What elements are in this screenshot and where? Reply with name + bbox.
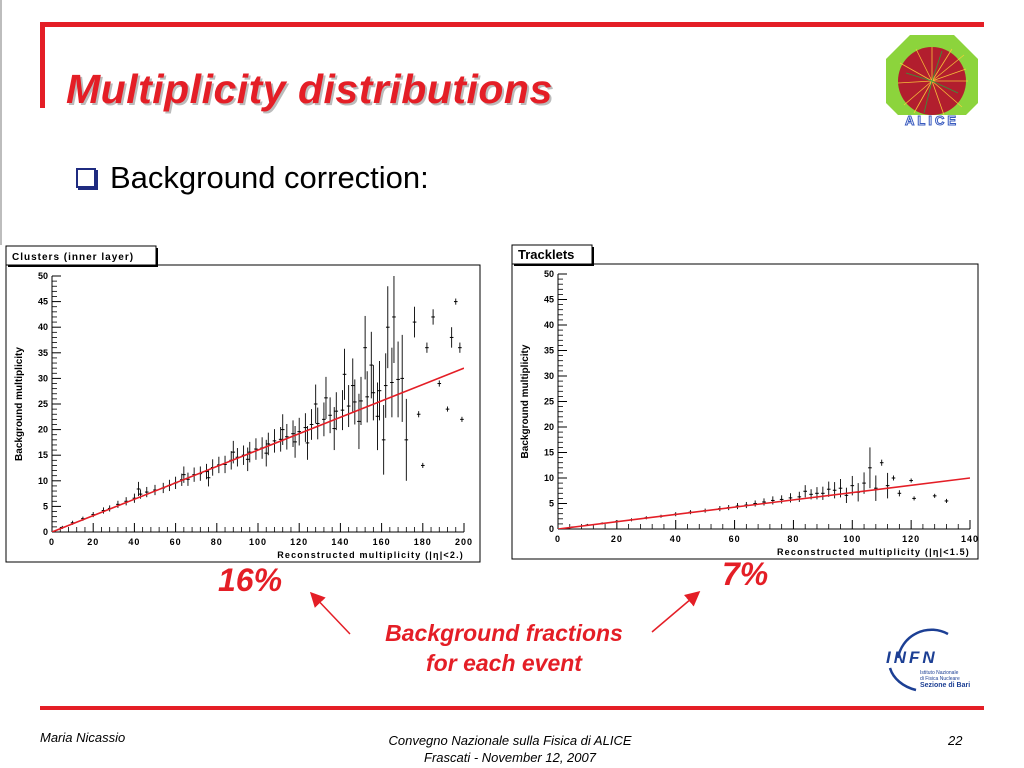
chart0-frame [5,264,481,563]
chart1-xtick-label: 100 [843,534,861,544]
chart0-xtick-label: 80 [211,537,223,547]
chart0-xtick-label: 200 [455,537,473,547]
chart0-xtick-label: 180 [414,537,432,547]
footer-line [40,706,984,710]
chart1-ylabel: Background multiplicity [520,344,531,458]
chart1-ytick-label: 45 [544,295,554,305]
infn-sub1: Istituto Nazionale [920,670,959,676]
chart0-ytick-label: 35 [38,348,48,358]
page-number: 22 [948,733,963,748]
chart0-ytick-label: 15 [38,450,48,460]
chart0-ytick-label: 25 [38,399,48,409]
clusters-chart-svg: Clusters (inner layer) 0 5 10 15 20 25 30 35 40 45… [5,245,481,563]
slide-left-edge [0,0,2,245]
chart1-ytick-label: 40 [544,320,554,330]
chart1-fit-line [558,477,970,529]
bullet-item: Background correction: [76,160,429,196]
chart0-title-box [5,245,157,266]
bullet-text: Background correction: [110,160,429,195]
alice-logo-graphic [886,35,978,129]
left-arrow [309,591,351,635]
chart1-xtick-label: 20 [611,534,623,544]
chart1-title-box [511,244,593,265]
alice-logo: ALICE [884,33,980,129]
infn-sub2: di Fisica Nucleare [920,676,960,682]
chart0-title: Clusters (inner layer) [12,252,134,263]
footer-conference: Convegno Nazionale sulla Fisica di ALICE [388,733,632,748]
chart0-xtick-label: 160 [373,537,391,547]
chart0-fit-line [52,367,464,532]
chart1-ytick-label: 25 [544,397,554,407]
chart1-data-points [558,447,970,529]
clusters-chart: Clusters (inner layer) 0 5 10 15 20 25 30 35 40 45… [4,244,484,566]
title-bar-line [40,22,984,27]
chart1-xtick-label: 140 [961,534,979,544]
right-percent-label: 7% [722,556,769,592]
chart1-xtick-label: 80 [787,534,799,544]
footer-venue-date: Frascati - November 12, 2007 [424,750,596,765]
background-fractions-line2: for each event [426,650,582,676]
chart1-xtick-label: 60 [729,534,741,544]
chart1-ytick-label: 30 [544,371,554,381]
chart0-ytick-label: 45 [38,297,48,307]
tracklets-chart-svg: Tracklets 0 5 10 15 20 25 30 35 40 45 50 0 20 40 60 80 10… [511,244,979,560]
slide-title: Multiplicity distributions [66,66,553,112]
tracklets-chart: Tracklets 0 5 10 15 20 25 30 35 40 45 50 0 20 40 60 80 10… [510,243,982,563]
chart1-title: Tracklets [518,247,574,262]
chart0-xtick-label: 40 [128,537,140,547]
footer-author: Maria Nicassio [40,730,126,745]
chart0-ytick-label: 10 [38,476,48,486]
chart0-xtick-label: 100 [249,537,267,547]
right-arrow [651,591,701,633]
infn-text: INFN [886,648,938,667]
infn-subtitle: Istituto Nazionale di Fisica Nucleare Se… [920,670,970,690]
chart0-xtick-label: 0 [49,537,55,547]
infn-logo: INFN Istituto Nazionale di Fisica Nuclea… [876,628,976,696]
chart1-ytick-label: 50 [544,269,554,279]
chart0-xtick-label: 60 [170,537,182,547]
chart0-ytick-label: 5 [43,501,48,511]
chart0-xtick-label: 140 [331,537,349,547]
chart0-xtick-label: 20 [87,537,99,547]
chart1-ytick-label: 5 [549,499,554,509]
chart1-xtick-label: 0 [555,534,561,544]
chart1-ytick-label: 0 [549,524,554,534]
chart0-xtick-label: 120 [290,537,308,547]
chart1-ytick-label: 35 [544,346,554,356]
chart1-xlabel: Reconstructed multiplicity (|η|<1.5) [777,547,970,557]
left-percent-label: 16% [218,562,283,598]
chart0-ytick-label: 40 [38,322,48,332]
chart1-xtick-label: 120 [902,534,920,544]
chart1-frame [511,263,979,560]
chart0-ytick-label: 50 [38,271,48,281]
title-side-line [40,22,45,108]
chart1-ytick-label: 10 [544,473,554,483]
infn-logo-graphic [888,628,949,692]
chart1-ytick-label: 15 [544,448,554,458]
chart1-ytick-label: 20 [544,422,554,432]
background-fractions-line1: Background fractions [385,620,623,646]
chart0-ytick-label: 20 [38,425,48,435]
chart0-ylabel: Background multiplicity [14,347,25,461]
chart0-ytick-label: 30 [38,373,48,383]
chart0-ytick-label: 0 [43,527,48,537]
bullet-square-icon [76,168,96,188]
chart0-xlabel: Reconstructed multiplicity (|η|<2.) [277,550,464,560]
background-fractions-note: Background fractions for each event [358,618,650,678]
chart1-xtick-label: 40 [670,534,682,544]
alice-logo-text: ALICE [905,113,959,129]
infn-sub3: Sezione di Bari [920,682,971,689]
chart0-data-points [52,276,464,532]
